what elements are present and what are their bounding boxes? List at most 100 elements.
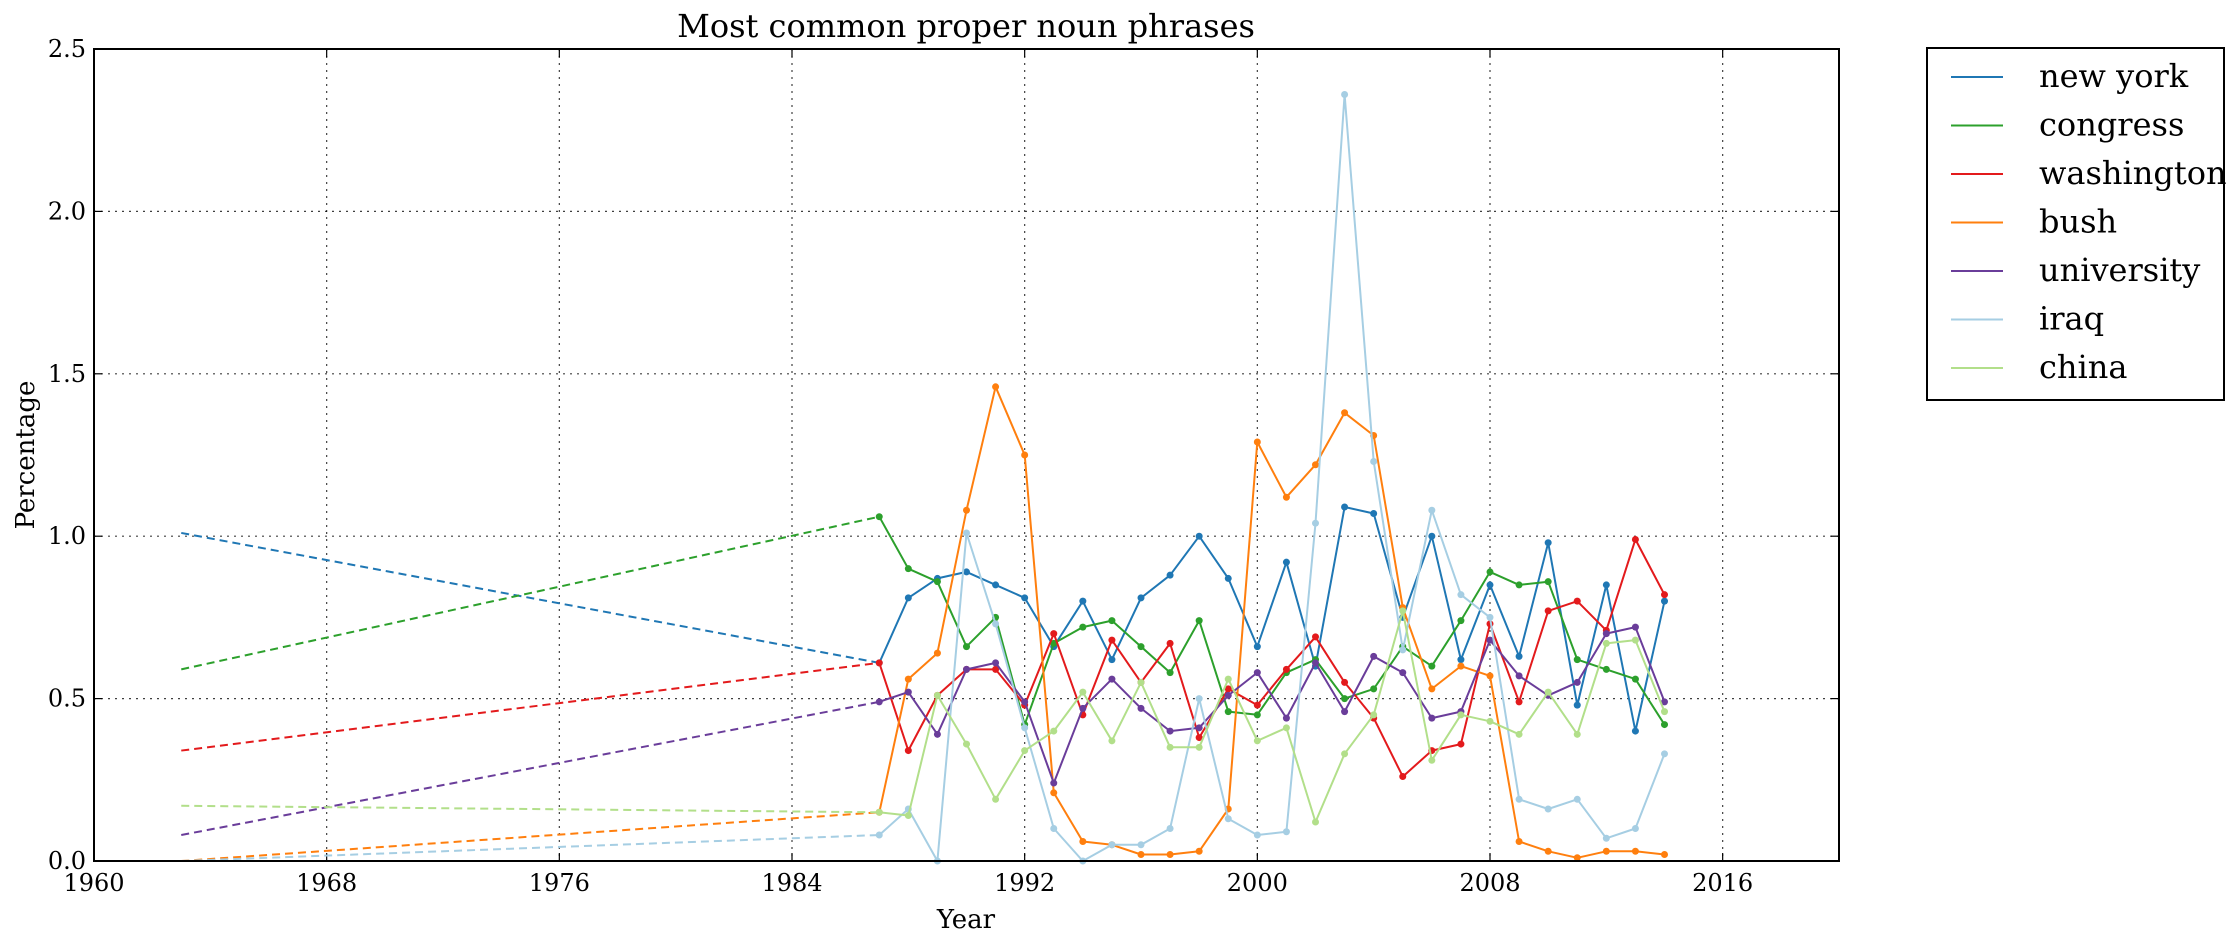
data-point [1573,597,1581,605]
series-washington [181,535,1668,781]
data-point [1573,795,1581,803]
data-point [1282,493,1290,501]
data-point [1282,558,1290,566]
data-point [1312,461,1319,469]
legend-frame [1926,47,2225,401]
series-university [181,623,1668,836]
y-tick-label: 0.0 [48,847,86,875]
data-point [1312,633,1319,641]
data-point [1457,617,1465,625]
data-point [1631,623,1639,631]
legend: new york congress washington bush university… [1926,47,2227,401]
data-point [1021,724,1029,732]
data-point [904,675,912,683]
data-point [1428,756,1436,764]
x-tick-label: 1976 [529,869,590,897]
data-point [1282,714,1290,722]
data-point [1253,438,1261,446]
data-point [1457,711,1465,719]
data-point [1253,711,1261,719]
series-line [878,93,1666,862]
data-point [1253,831,1261,839]
data-point [1282,828,1290,836]
data-point [1195,695,1203,703]
data-point [1137,841,1145,849]
data-point [904,594,912,602]
data-point [1050,779,1058,787]
data-point [992,383,1000,391]
y-tick-label: 1.5 [48,360,86,388]
data-point [1312,519,1319,527]
data-point [1661,591,1668,599]
data-point [1341,409,1349,417]
data-point [992,659,1000,667]
data-point [1457,740,1465,748]
data-point [1341,503,1349,511]
data-point [1224,685,1232,693]
data-point [1486,581,1494,589]
series-line [878,385,1665,859]
x-tick-label: 1984 [761,869,822,897]
data-point [1515,795,1523,803]
data-point [1312,818,1319,826]
data-point [1515,672,1523,680]
data-point [1108,617,1116,625]
data-point [1515,698,1523,706]
data-point [1486,717,1494,725]
x-tick-label: 2016 [1692,869,1753,897]
data-point [992,581,1000,589]
data-point [1602,847,1610,855]
data-point [1544,607,1552,615]
data-point [1544,847,1552,855]
data-point [933,691,941,699]
data-point [875,831,883,839]
series-dashed-segment [181,531,880,664]
data-point [1108,737,1116,745]
series-dashed-segment [181,700,880,836]
data-point [1661,750,1668,758]
series-china [181,607,1668,826]
data-point [992,665,1000,673]
data-point [1050,727,1058,735]
data-point [1166,669,1174,677]
data-point [1544,805,1552,813]
data-point [1137,594,1145,602]
y-axis-label: Percentage [11,381,41,530]
data-point [1050,789,1058,797]
data-point [1428,714,1436,722]
data-point [963,665,970,673]
data-point [1399,646,1407,654]
data-point [1137,704,1145,712]
data-point [1515,581,1523,589]
data-point [1341,695,1349,703]
legend-label: washington [2039,154,2227,192]
data-point [1515,730,1523,738]
data-point [1282,665,1290,673]
legend-label: university [2039,251,2200,289]
data-point [1079,623,1087,631]
data-point [1370,509,1378,517]
series-line [878,506,1666,733]
data-point [904,688,912,696]
data-point [963,740,970,748]
x-tick-label: 2000 [1227,869,1288,897]
data-point [1399,773,1407,781]
data-point [1137,643,1145,651]
data-point [1166,571,1174,579]
y-tick-label: 0.5 [48,685,86,713]
legend-label: china [2039,348,2127,386]
data-point [1137,678,1145,686]
data-point [1195,532,1203,540]
data-point [1341,708,1349,716]
data-point [1602,665,1610,673]
series-lines [181,90,1668,865]
y-tick-label: 2.5 [48,35,86,63]
legend-label: congress [2039,106,2184,144]
data-point [1428,662,1436,670]
data-point [1224,708,1232,716]
data-point [963,568,970,576]
data-point [1312,659,1319,667]
data-point [963,643,970,651]
series-dashed-segment [181,661,880,752]
data-point [1457,662,1465,670]
